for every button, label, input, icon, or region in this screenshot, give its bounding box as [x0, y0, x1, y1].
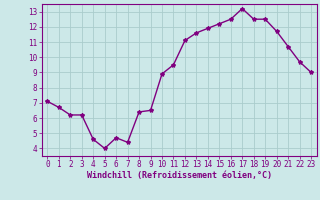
X-axis label: Windchill (Refroidissement éolien,°C): Windchill (Refroidissement éolien,°C)	[87, 171, 272, 180]
